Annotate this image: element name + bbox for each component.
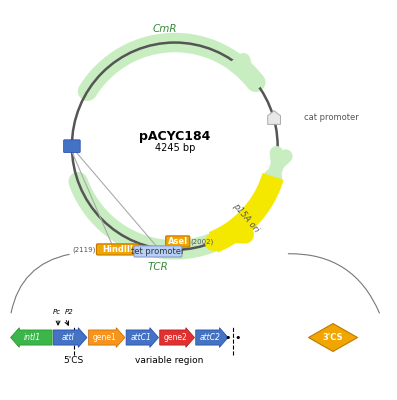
Text: tet promoter: tet promoter <box>131 247 185 256</box>
Text: gene1: gene1 <box>93 333 117 342</box>
Text: cat promoter: cat promoter <box>304 113 358 122</box>
Text: (2119): (2119) <box>72 246 96 253</box>
Polygon shape <box>308 324 358 352</box>
Text: CmR: CmR <box>152 24 177 34</box>
FancyArrow shape <box>196 328 228 347</box>
Text: attI: attI <box>62 333 75 342</box>
Text: TCR: TCR <box>148 262 168 272</box>
FancyArrow shape <box>160 328 195 347</box>
Text: variable region: variable region <box>135 356 203 365</box>
Text: 4245 bp: 4245 bp <box>154 143 195 153</box>
Text: pACYC184: pACYC184 <box>139 130 210 143</box>
Text: 5'CS: 5'CS <box>64 356 84 365</box>
Text: (2002): (2002) <box>191 238 214 245</box>
Text: HindIII: HindIII <box>102 245 133 254</box>
Text: • •: • • <box>225 332 241 342</box>
FancyBboxPatch shape <box>134 246 182 257</box>
FancyArrow shape <box>89 328 125 347</box>
FancyArrow shape <box>126 328 158 347</box>
Text: P2: P2 <box>64 310 73 316</box>
Text: Pc: Pc <box>52 310 60 316</box>
FancyArrow shape <box>53 328 87 347</box>
Text: attC2: attC2 <box>200 333 221 342</box>
FancyBboxPatch shape <box>64 140 80 152</box>
FancyBboxPatch shape <box>96 244 139 255</box>
Text: gene2: gene2 <box>164 333 187 342</box>
Text: attC1: attC1 <box>130 333 151 342</box>
Text: p15A ori: p15A ori <box>231 202 261 234</box>
Text: AseI: AseI <box>168 237 188 246</box>
Text: 3'CS: 3'CS <box>323 333 343 342</box>
Text: intI1: intI1 <box>24 333 41 342</box>
FancyBboxPatch shape <box>166 236 190 247</box>
FancyArrow shape <box>11 328 52 347</box>
Polygon shape <box>268 111 281 124</box>
